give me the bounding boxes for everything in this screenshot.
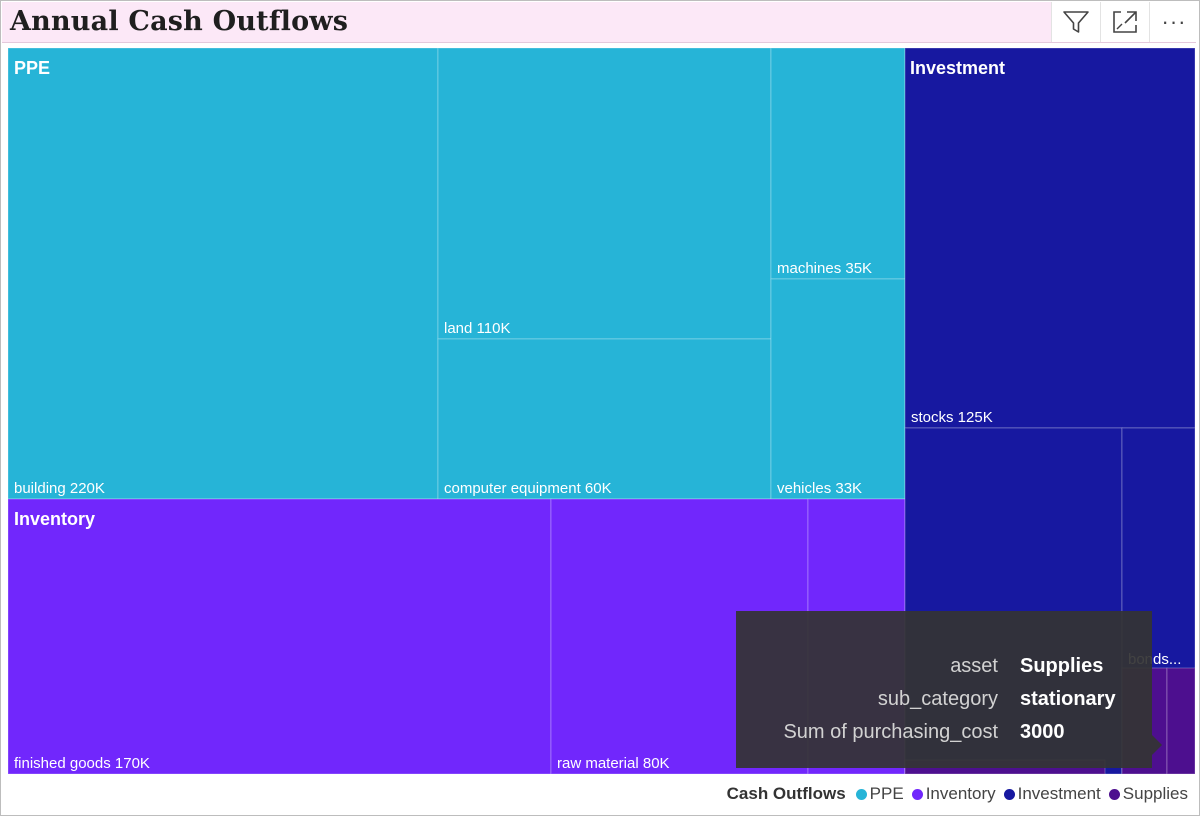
treemap-cell-vehicles[interactable]	[770, 278, 906, 500]
legend-item-inventory[interactable]: Inventory	[911, 784, 996, 804]
data-label-machines: machines 35K	[777, 260, 872, 277]
legend-item-ppe[interactable]: PPE	[855, 784, 904, 804]
treemap-cell-finished-goods[interactable]	[7, 498, 552, 775]
tooltip-row-asset: asset Supplies	[736, 655, 1152, 685]
legend-label: Investment	[1017, 784, 1101, 803]
data-label-computer-equipment: computer equipment 60K	[444, 480, 612, 497]
focus-mode-icon	[1113, 11, 1137, 33]
legend: Cash Outflows PPE Inventory Investment S…	[727, 783, 1188, 805]
treemap-cell-supplies-minor[interactable]	[1166, 667, 1196, 775]
legend-label: Supplies	[1122, 784, 1188, 803]
data-label-land: land 110K	[444, 320, 510, 337]
focus-mode-button[interactable]	[1100, 2, 1149, 42]
tooltip-key: Sum of purchasing_cost	[783, 721, 998, 743]
more-options-icon: ···	[1161, 9, 1187, 34]
treemap-cell-building[interactable]	[7, 47, 439, 500]
tooltip: asset Supplies sub_category stationary S…	[736, 611, 1162, 768]
visual-toolbar: ···	[1051, 2, 1198, 42]
tooltip-pointer	[1152, 735, 1162, 755]
tooltip-value: stationary	[1020, 688, 1116, 710]
treemap-cell-stocks[interactable]	[904, 47, 1196, 429]
tooltip-value: Supplies	[1020, 655, 1104, 677]
group-label-investment: Investment	[910, 58, 1005, 78]
chart-title: Annual Cash Outflows	[10, 6, 349, 37]
title-bar: Annual Cash Outflows	[2, 2, 1196, 43]
group-label-ppe: PPE	[14, 58, 50, 78]
filter-icon	[1063, 11, 1089, 33]
legend-marker	[1003, 788, 1015, 800]
data-label-building: building 220K	[14, 480, 105, 497]
more-options-button[interactable]: ···	[1149, 2, 1198, 42]
legend-marker	[911, 788, 923, 800]
data-label-vehicles: vehicles 33K	[777, 480, 862, 497]
tooltip-row-purchasing-cost: Sum of purchasing_cost 3000	[736, 721, 1152, 751]
legend-marker	[855, 788, 867, 800]
legend-item-supplies[interactable]: Supplies	[1108, 784, 1188, 804]
legend-label: Inventory	[925, 784, 996, 803]
group-label-inventory: Inventory	[14, 509, 95, 529]
legend-marker	[1108, 788, 1120, 800]
tooltip-key: sub_category	[877, 688, 998, 710]
legend-label: PPE	[869, 784, 904, 803]
treemap-cell-computer-equipment[interactable]	[437, 338, 772, 500]
data-label-stocks: stocks 125K	[911, 409, 993, 426]
tooltip-value: 3000	[1020, 721, 1065, 743]
legend-item-investment[interactable]: Investment	[1003, 784, 1101, 804]
data-label-raw-material: raw material 80K	[557, 755, 670, 772]
tooltip-key: asset	[950, 655, 998, 677]
legend-title: Cash Outflows	[726, 784, 846, 803]
data-label-finished-goods: finished goods 170K	[14, 755, 150, 772]
treemap-cell-machines[interactable]	[770, 47, 906, 280]
tooltip-row-sub-category: sub_category stationary	[736, 688, 1152, 718]
treemap-cell-land[interactable]	[437, 47, 772, 340]
filter-button[interactable]	[1051, 2, 1100, 42]
